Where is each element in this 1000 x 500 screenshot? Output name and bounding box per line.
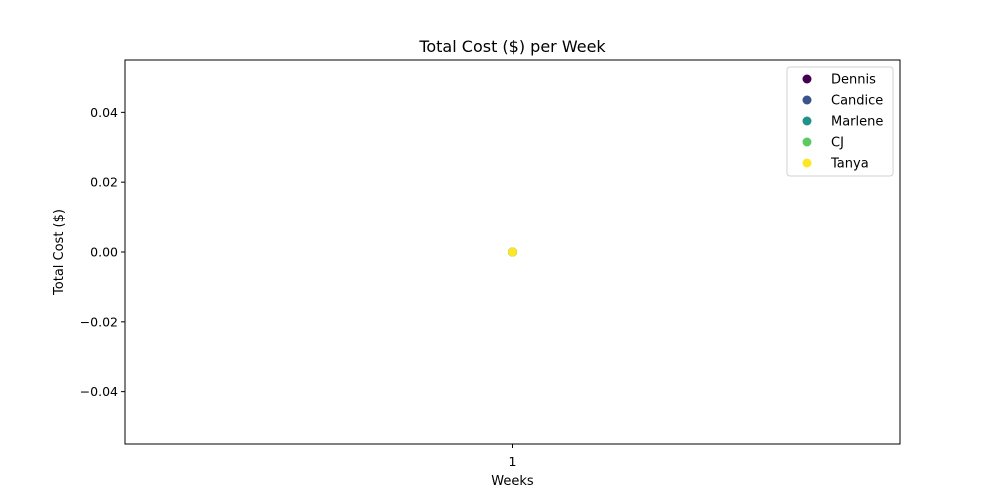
chart-title: Total Cost ($) per Week [418,37,606,56]
legend-marker-tanya [802,158,812,168]
legend-marker-cj [802,137,812,147]
data-point-tanya [508,247,517,257]
y-axis: 0.04 0.02 0.00 −0.02 −0.04 [80,105,125,399]
y-tick-label: 0.02 [90,175,118,190]
y-tick-label: 0.00 [90,245,118,260]
legend-label-marlene: Marlene [831,115,883,130]
legend-label-candice: Candice [831,94,883,109]
points-layer [508,247,517,257]
legend: Dennis Candice Marlene CJ Tanya [786,66,894,177]
x-tick-label: 1 [509,454,517,469]
legend-marker-dennis [802,74,812,84]
legend-marker-candice [802,95,812,105]
legend-label-dennis: Dennis [831,73,876,88]
y-tick-label: −0.04 [80,384,118,399]
y-axis-label: Total Cost ($) [52,209,67,296]
legend-label-cj: CJ [831,136,844,151]
legend-marker-marlene [802,116,812,126]
y-tick-label: −0.02 [80,314,118,329]
x-axis-label: Weeks [491,474,534,489]
y-tick-label: 0.04 [90,105,118,120]
x-axis: 1 [509,444,517,469]
legend-label-tanya: Tanya [830,157,869,172]
legend-frame [786,66,894,177]
